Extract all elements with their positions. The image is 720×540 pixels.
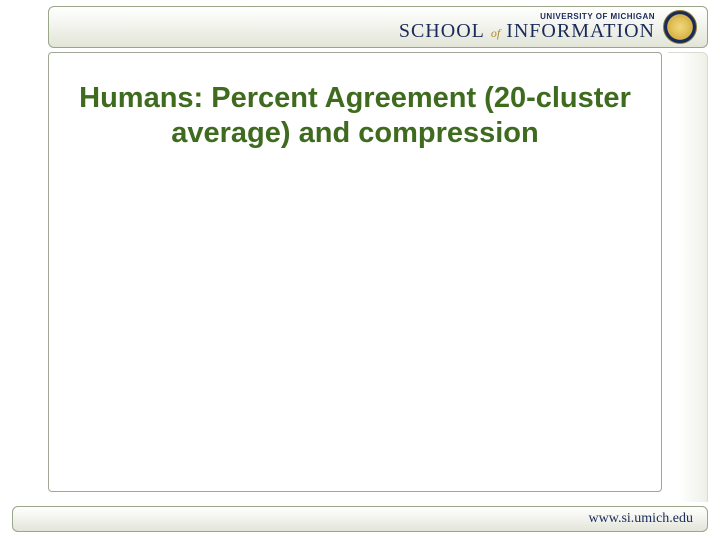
- university-seal-icon: [663, 10, 697, 44]
- footer-url: www.si.umich.edu: [589, 511, 693, 527]
- header-bar: UNIVERSITY OF MICHIGAN SCHOOL of INFORMA…: [48, 6, 708, 48]
- footer-bar: www.si.umich.edu: [12, 506, 708, 532]
- slide-title: Humans: Percent Agreement (20-cluster av…: [71, 81, 639, 152]
- school-word-2: INFORMATION: [506, 21, 655, 41]
- school-of-information: SCHOOL of INFORMATION: [399, 21, 655, 41]
- right-edge-decoration: [668, 52, 708, 502]
- brand-block: UNIVERSITY OF MICHIGAN SCHOOL of INFORMA…: [399, 13, 655, 41]
- of-word: of: [491, 27, 500, 39]
- content-frame: Humans: Percent Agreement (20-cluster av…: [48, 52, 662, 492]
- school-word-1: SCHOOL: [399, 21, 485, 41]
